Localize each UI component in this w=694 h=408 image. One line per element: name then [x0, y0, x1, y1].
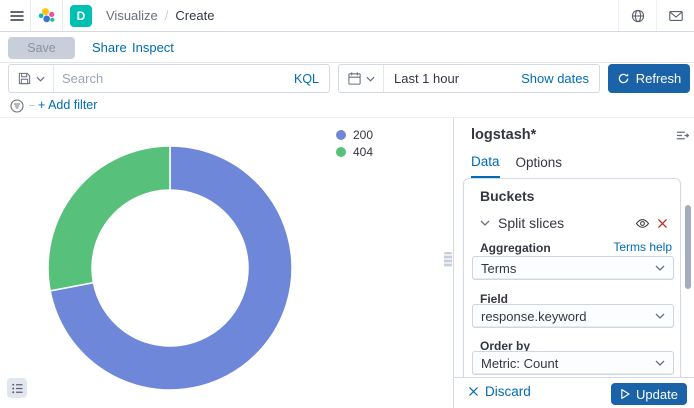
chevron-down-icon — [36, 76, 45, 82]
show-dates-button[interactable]: Show dates — [511, 71, 599, 86]
buckets-title: Buckets — [480, 188, 535, 204]
field-value: response.keyword — [481, 308, 587, 324]
discard-button[interactable]: Discard — [468, 384, 531, 399]
close-icon — [469, 387, 478, 396]
collapse-panel-icon[interactable] — [673, 126, 691, 144]
breadcrumb: Visualize / Create — [106, 0, 214, 31]
header-actions — [618, 0, 694, 31]
split-slices-accordion[interactable]: Split slices — [474, 211, 672, 235]
header-bar: D Visualize / Create — [0, 0, 694, 32]
donut-slice-200[interactable] — [49, 145, 293, 391]
refresh-button[interactable]: Refresh — [608, 64, 690, 93]
aggregation-label: Aggregation — [480, 241, 551, 255]
search-bar: KQL — [8, 64, 330, 93]
refresh-icon — [618, 73, 628, 84]
header-divider — [62, 0, 63, 31]
legend-dot-icon — [336, 147, 346, 157]
visualization-editor-panel: logstash* Data Options Buckets Split sli… — [453, 118, 694, 408]
chevron-down-icon — [480, 220, 490, 226]
search-input[interactable] — [54, 71, 284, 86]
menu-icon[interactable] — [7, 6, 27, 26]
editor-action-bar: Discard Update — [454, 377, 694, 408]
donut-slice-404[interactable] — [47, 145, 171, 292]
chevron-down-icon — [366, 76, 375, 82]
aggregation-select[interactable]: Terms — [472, 256, 674, 280]
tab-options[interactable]: Options — [516, 154, 563, 178]
chevron-down-icon — [655, 313, 665, 319]
scrollbar-thumb[interactable] — [685, 205, 691, 289]
chevron-down-icon — [655, 360, 665, 366]
elastic-logo[interactable] — [37, 7, 57, 25]
floppy-disk-icon — [18, 72, 31, 85]
field-select[interactable]: response.keyword — [472, 304, 674, 328]
visualization-canvas: 200 404 — [0, 118, 453, 408]
query-bar: KQL Last 1 hour Show dates Refresh — [0, 63, 694, 94]
filter-bar: + Add filter — [0, 94, 694, 118]
header-divider — [30, 0, 31, 31]
editor-tabs: Data Options — [471, 154, 562, 178]
save-button[interactable]: Save — [8, 37, 75, 59]
legend-item-200[interactable]: 200 — [336, 128, 373, 142]
breadcrumb-visualize[interactable]: Visualize — [106, 8, 158, 23]
panel-resize-handle[interactable] — [444, 252, 452, 267]
envelope-icon[interactable] — [656, 0, 694, 31]
time-range-value[interactable]: Last 1 hour — [394, 71, 460, 86]
index-pattern-title: logstash* — [471, 127, 537, 143]
legend-item-404[interactable]: 404 — [336, 145, 373, 159]
legend-label: 200 — [353, 128, 374, 142]
donut-chart[interactable] — [0, 118, 453, 408]
order-by-label: Order by — [480, 339, 531, 353]
chevron-down-icon — [655, 265, 665, 271]
chart-legend: 200 404 — [336, 128, 373, 159]
update-button[interactable]: Update — [611, 383, 687, 405]
breadcrumb-create: Create — [175, 8, 215, 23]
buckets-panel: Buckets Split slices Aggregation Terms h… — [463, 178, 681, 377]
add-filter-button[interactable]: + Add filter — [38, 98, 98, 112]
refresh-label: Refresh — [635, 71, 682, 86]
share-button[interactable]: Share — [92, 40, 127, 55]
legend-label: 404 — [353, 145, 374, 159]
split-slices-label[interactable]: Split slices — [498, 215, 565, 231]
saved-query-menu-button[interactable] — [9, 65, 54, 92]
date-picker: Last 1 hour Show dates — [338, 64, 600, 93]
terms-help-link[interactable]: Terms help — [613, 240, 672, 254]
kql-language-button[interactable]: KQL — [293, 71, 319, 86]
legend-toggle-button[interactable] — [7, 378, 27, 398]
play-icon — [621, 389, 630, 399]
date-quick-menu-button[interactable] — [339, 65, 384, 92]
calendar-icon — [348, 72, 361, 85]
tab-data[interactable]: Data — [471, 154, 500, 178]
eye-icon[interactable] — [632, 213, 652, 233]
filter-icon[interactable] — [8, 97, 26, 115]
inspect-button[interactable]: Inspect — [132, 40, 174, 55]
discard-label: Discard — [485, 384, 531, 399]
legend-dot-icon — [336, 130, 346, 140]
filter-divider — [29, 105, 35, 106]
breadcrumb-separator: / — [164, 8, 169, 23]
aggregation-value: Terms — [481, 260, 517, 276]
order-by-select[interactable]: Metric: Count — [472, 351, 674, 375]
app-toolbar: Save Share Inspect — [0, 32, 694, 63]
globe-icon[interactable] — [618, 0, 656, 31]
remove-bucket-close-icon[interactable] — [652, 213, 672, 233]
legend-list-icon — [11, 383, 23, 393]
order-by-value: Metric: Count — [481, 355, 559, 371]
field-label: Field — [480, 292, 509, 306]
update-label: Update — [636, 386, 678, 402]
space-avatar[interactable]: D — [70, 5, 92, 27]
